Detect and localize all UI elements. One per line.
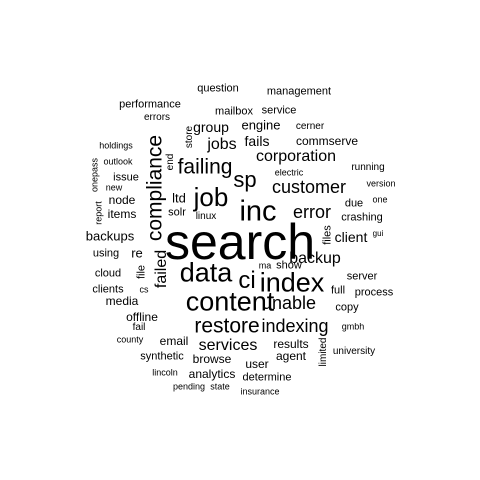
word-copy: copy bbox=[335, 301, 359, 314]
word-unable: unable bbox=[261, 293, 317, 313]
word-store: store bbox=[184, 125, 195, 149]
word-compliance: compliance bbox=[143, 134, 167, 242]
word-media: media bbox=[105, 294, 139, 308]
word-running: running bbox=[351, 162, 385, 173]
word-cerner: cerner bbox=[295, 121, 325, 132]
word-items: items bbox=[107, 207, 137, 221]
word-end: end bbox=[165, 153, 176, 171]
word-ltd: ltd bbox=[172, 190, 186, 206]
word-question: question bbox=[197, 82, 239, 95]
word-customer: customer bbox=[271, 177, 347, 197]
word-error: error bbox=[292, 202, 332, 222]
word-job: job bbox=[193, 182, 229, 212]
word-fails: fails bbox=[244, 133, 270, 149]
word-errors: errors bbox=[143, 112, 171, 123]
word-sp: sp bbox=[233, 167, 257, 192]
word-gui: gui bbox=[372, 229, 384, 238]
word-indexing: indexing bbox=[261, 316, 329, 336]
word-management: management bbox=[266, 85, 332, 98]
word-performance: performance bbox=[119, 98, 181, 111]
word-linux: linux bbox=[195, 211, 217, 222]
word-search: search bbox=[164, 214, 316, 270]
word-restore: restore bbox=[194, 314, 260, 338]
word-gmbh: gmbh bbox=[341, 321, 365, 332]
word-server: server bbox=[346, 270, 378, 283]
word-content: content bbox=[185, 286, 275, 317]
word-file: file bbox=[135, 264, 148, 280]
word-solr: solr bbox=[168, 206, 186, 219]
word-service: service bbox=[261, 104, 297, 117]
word-services: services bbox=[198, 337, 258, 354]
word-electric: electric bbox=[274, 167, 304, 178]
word-pending: pending bbox=[172, 381, 206, 392]
word-ci: ci bbox=[238, 267, 256, 294]
word-state: state bbox=[210, 381, 230, 392]
word-results: results bbox=[273, 337, 309, 351]
word-node: node bbox=[108, 193, 136, 207]
word-synthetic: synthetic bbox=[140, 350, 184, 363]
word-lincoln: lincoln bbox=[152, 367, 178, 378]
word-backups: backups bbox=[85, 228, 135, 244]
word-full: full bbox=[330, 284, 346, 297]
word-clients: clients bbox=[92, 283, 124, 296]
word-user: user bbox=[245, 357, 269, 371]
word-university: university bbox=[332, 346, 376, 357]
word-backup: backup bbox=[289, 250, 341, 267]
word-one: one bbox=[372, 194, 388, 205]
word-version: version bbox=[366, 178, 396, 189]
word-client: client bbox=[334, 229, 368, 245]
word-corporation: corporation bbox=[255, 148, 337, 165]
word-fail: fail bbox=[132, 322, 146, 333]
word-index: index bbox=[259, 267, 325, 298]
word-group: group bbox=[193, 119, 229, 135]
word-onepass: onepass bbox=[89, 157, 100, 193]
word-using: using bbox=[92, 247, 120, 260]
word-issue: issue bbox=[113, 171, 139, 184]
word-re: re bbox=[131, 245, 143, 261]
word-determine: determine bbox=[242, 371, 292, 384]
word-failed: failed bbox=[153, 249, 170, 289]
word-cs: cs bbox=[139, 284, 149, 295]
word-inc: inc bbox=[239, 195, 277, 228]
word-failing: failing bbox=[177, 155, 233, 179]
word-mailbox: mailbox bbox=[215, 105, 253, 118]
word-commserve: commserve bbox=[295, 134, 359, 148]
word-data: data bbox=[179, 257, 233, 288]
word-report: report bbox=[93, 201, 104, 225]
word-browse: browse bbox=[192, 352, 232, 366]
word-email: email bbox=[159, 334, 189, 348]
word-insurance: insurance bbox=[240, 386, 280, 397]
word-new: new bbox=[105, 182, 123, 193]
word-holdings: holdings bbox=[99, 140, 133, 151]
word-outlook: outlook bbox=[103, 156, 133, 167]
word-offline: offline bbox=[126, 310, 158, 324]
word-engine: engine bbox=[241, 117, 281, 133]
word-limited: limited bbox=[318, 337, 329, 367]
word-county: county bbox=[116, 334, 144, 345]
word-analytics: analytics bbox=[188, 367, 236, 381]
word-jobs: jobs bbox=[207, 136, 237, 153]
word-process: process bbox=[354, 286, 394, 299]
word-ma: ma bbox=[258, 260, 272, 271]
word-agent: agent bbox=[275, 349, 307, 363]
word-due: due bbox=[344, 197, 364, 210]
word-show: show bbox=[276, 259, 302, 272]
word-files: files bbox=[321, 225, 334, 245]
word-cloud: cloud bbox=[94, 267, 122, 280]
word-crashing: crashing bbox=[341, 211, 383, 224]
